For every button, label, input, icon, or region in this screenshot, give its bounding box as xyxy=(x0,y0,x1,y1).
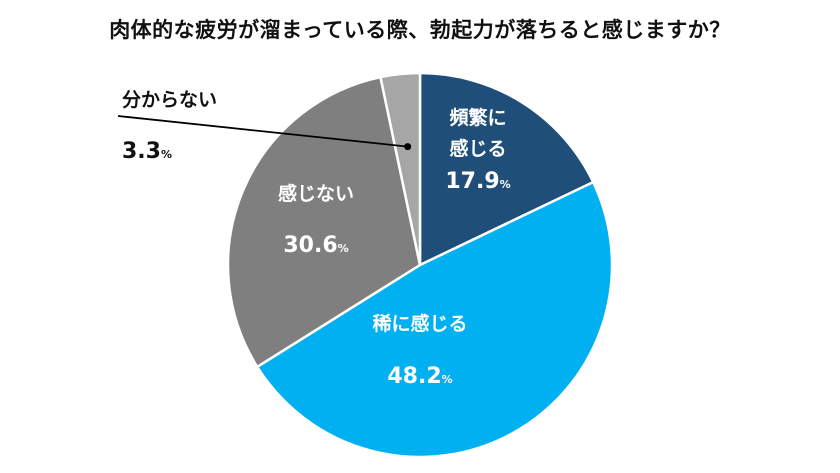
slice-value-label: 48.2% xyxy=(387,364,452,389)
slice-value-label: 3.3% xyxy=(122,139,172,164)
slice-label: 稀に感じる xyxy=(372,312,467,335)
slice-value-label: 30.6% xyxy=(283,233,348,258)
slice-rarely xyxy=(255,180,614,459)
chart-title: 肉体的な疲労が溜まっている際、勃起力が落ちると感じますか？ xyxy=(109,18,731,42)
callout-dot xyxy=(404,143,412,151)
callout-line xyxy=(117,115,408,148)
slice-label: 分からない xyxy=(122,89,217,111)
slice-unknown xyxy=(378,71,422,266)
slice-label: 頻繁に xyxy=(449,106,506,129)
slice-label: 感じない xyxy=(278,182,354,205)
slice-value-label: 17.9% xyxy=(445,169,510,194)
slice-label: 感じる xyxy=(449,137,506,160)
slice-frequently xyxy=(418,71,595,267)
slice-not-feel xyxy=(226,75,422,369)
